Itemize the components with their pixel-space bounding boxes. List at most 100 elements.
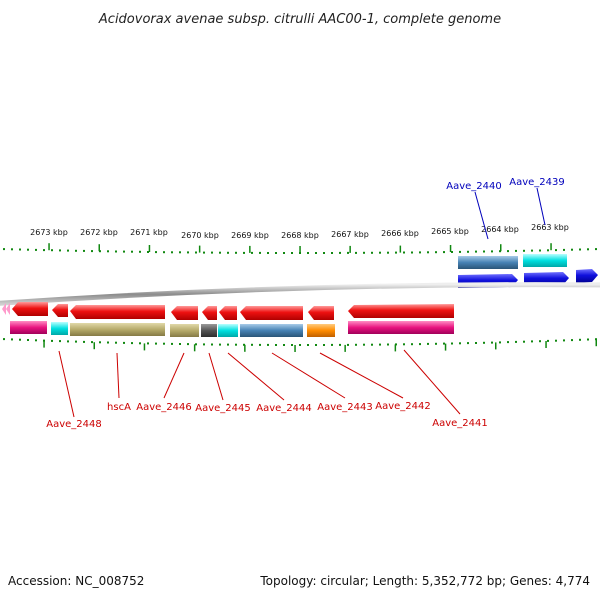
gene-arrow-aave-2443[interactable]: [240, 306, 303, 320]
minor-tick: [475, 250, 477, 253]
gene-label-leader: [116, 352, 120, 399]
gene-label-hsca[interactable]: hscA: [107, 402, 131, 413]
minor-tick: [443, 251, 445, 254]
minor-tick: [235, 343, 237, 346]
minor-tick: [147, 251, 149, 253]
gene-label-aave-2439[interactable]: Aave_2439: [509, 177, 565, 188]
gene-label-aave-2442[interactable]: Aave_2442: [375, 401, 431, 412]
minor-tick: [363, 343, 365, 346]
gene-label-leader: [403, 349, 461, 415]
kbp-label: 2672 kbp: [80, 228, 118, 237]
minor-tick: [107, 341, 109, 344]
minor-tick: [587, 338, 589, 341]
gene-label-aave-2444[interactable]: Aave_2444: [256, 403, 312, 414]
minor-tick: [83, 340, 85, 343]
minor-tick: [131, 342, 133, 345]
minor-tick: [427, 342, 429, 345]
gene-label-aave-2441[interactable]: Aave_2441: [432, 418, 488, 429]
minor-tick: [467, 342, 469, 345]
minor-tick: [587, 248, 589, 251]
feature-box-aave-2445[interactable]: [201, 324, 217, 337]
kbp-label: 2668 kbp: [281, 231, 319, 240]
feature-box[interactable]: [51, 322, 68, 335]
minor-tick: [347, 251, 349, 254]
minor-tick: [123, 250, 125, 253]
major-tick: [349, 245, 351, 253]
minor-tick: [355, 251, 357, 254]
gene-label-aave-2440[interactable]: Aave_2440: [446, 181, 502, 192]
minor-tick: [387, 343, 389, 346]
minor-tick: [251, 251, 253, 254]
top-tick-track: [3, 243, 597, 254]
gene-arrow-partial[interactable]: [576, 269, 598, 283]
minor-tick: [67, 340, 69, 343]
gene-label-leader: [227, 352, 285, 401]
minor-tick: [59, 249, 61, 252]
gene-label-aave-2446[interactable]: Aave_2446: [136, 402, 192, 413]
gene-arrow-hsca[interactable]: [70, 305, 165, 319]
minor-tick: [211, 251, 213, 254]
minor-tick: [315, 252, 317, 254]
minor-tick: [139, 342, 141, 345]
kbp-label: 2673 kbp: [30, 228, 68, 237]
major-tick: [244, 344, 246, 352]
minor-tick: [411, 251, 413, 254]
feature-box-aave-2444[interactable]: [218, 324, 238, 337]
feature-box-aave-2448[interactable]: [10, 321, 47, 334]
gene-label-aave-2445[interactable]: Aave_2445: [195, 403, 251, 414]
minor-tick: [163, 342, 165, 345]
minor-tick: [51, 339, 53, 342]
gene-arrow-reverse[interactable]: [52, 304, 68, 317]
feature-box-aave-2442[interactable]: [307, 324, 335, 337]
minor-tick: [491, 341, 493, 344]
minor-tick: [203, 251, 205, 254]
gene-arrow-aave-2445[interactable]: [202, 306, 217, 320]
gene-arrow-fragment[interactable]: [2, 303, 6, 315]
minor-tick: [179, 251, 181, 254]
minor-tick: [139, 250, 141, 253]
minor-tick: [507, 341, 509, 344]
gene-label-aave-2448[interactable]: Aave_2448: [46, 419, 102, 430]
feature-box-aave-2440[interactable]: [458, 256, 518, 269]
gene-arrow-aave-2446[interactable]: [171, 306, 198, 320]
gene-arrow-aave-2448[interactable]: [12, 302, 48, 316]
feature-box-aave-2446[interactable]: [170, 324, 199, 337]
minor-tick: [219, 343, 221, 346]
minor-tick: [99, 341, 101, 344]
feature-box-aave-2441[interactable]: [348, 321, 454, 334]
minor-tick: [571, 248, 573, 251]
minor-tick: [91, 341, 93, 344]
minor-tick: [179, 343, 181, 345]
minor-tick: [403, 251, 405, 254]
minor-tick: [355, 343, 357, 346]
major-tick: [43, 340, 45, 348]
minor-tick: [379, 251, 381, 254]
minor-tick: [563, 339, 565, 342]
gene-arrow-aave-2442[interactable]: [308, 306, 334, 320]
feature-box-aave-2439[interactable]: [523, 254, 567, 267]
minor-tick: [323, 344, 325, 346]
minor-tick: [363, 251, 365, 254]
minor-tick: [347, 343, 349, 346]
minor-tick: [555, 249, 557, 252]
feature-box-hsca[interactable]: [70, 323, 165, 336]
bottom-tick-dots: [3, 338, 597, 346]
minor-tick: [579, 248, 581, 251]
gene-arrow-aave-2441[interactable]: [348, 304, 454, 318]
minor-tick: [3, 248, 5, 251]
minor-tick: [467, 250, 469, 253]
feature-box-aave-2443[interactable]: [240, 324, 303, 337]
minor-tick: [291, 252, 293, 254]
minor-tick: [91, 250, 93, 253]
gene-arrow-fragment[interactable]: [6, 303, 10, 315]
gene-label-aave-2443[interactable]: Aave_2443: [317, 402, 373, 413]
minor-tick: [435, 251, 437, 254]
minor-tick: [163, 251, 165, 254]
minor-tick: [323, 252, 325, 254]
bottom-major-ticks: [43, 339, 597, 352]
bottom-tick-track: [3, 338, 597, 352]
gene-arrow-aave-2444[interactable]: [219, 306, 237, 320]
minor-tick: [539, 249, 541, 252]
minor-tick: [523, 249, 525, 252]
major-tick: [93, 342, 95, 350]
